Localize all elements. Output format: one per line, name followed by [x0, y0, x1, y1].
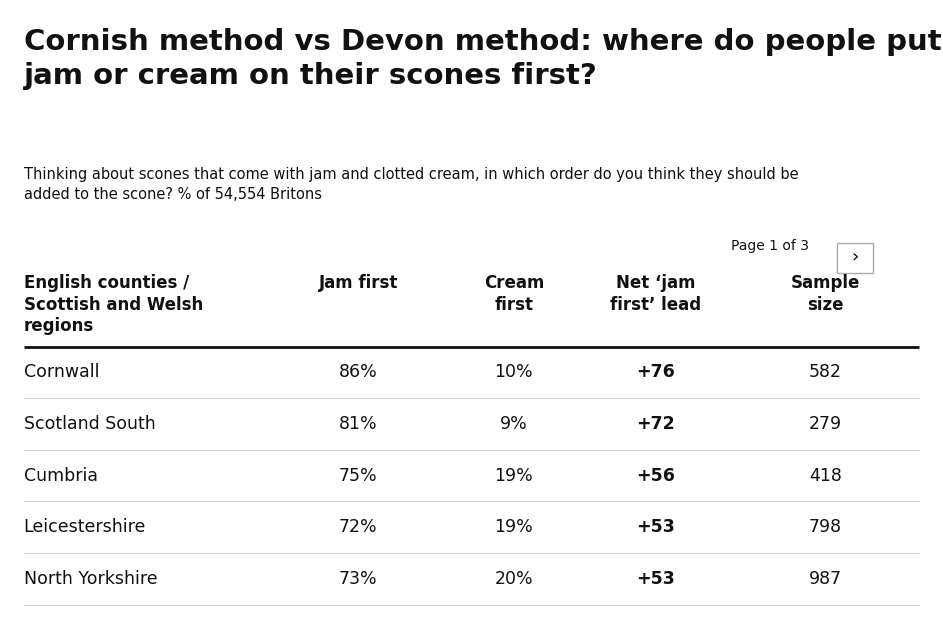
Text: Sample
size: Sample size	[790, 274, 860, 314]
Text: +53: +53	[636, 518, 675, 536]
Text: 582: 582	[809, 364, 841, 381]
Text: 418: 418	[809, 467, 841, 484]
Text: +76: +76	[636, 364, 675, 381]
Text: 72%: 72%	[339, 518, 377, 536]
Text: 19%: 19%	[494, 467, 534, 484]
Text: Scotland South: Scotland South	[24, 415, 156, 433]
Text: Cornwall: Cornwall	[24, 364, 99, 381]
Text: +56: +56	[636, 467, 675, 484]
Text: Cream
first: Cream first	[484, 274, 544, 314]
Text: +53: +53	[636, 570, 675, 588]
Text: 86%: 86%	[339, 364, 378, 381]
Text: 9%: 9%	[500, 415, 528, 433]
Text: 20%: 20%	[495, 570, 533, 588]
Text: 798: 798	[808, 518, 842, 536]
Text: Cornish method vs Devon method: where do people put
jam or cream on their scones: Cornish method vs Devon method: where do…	[24, 28, 941, 90]
Text: ›: ›	[852, 249, 859, 266]
Text: 19%: 19%	[494, 518, 534, 536]
Text: Thinking about scones that come with jam and clotted cream, in which order do yo: Thinking about scones that come with jam…	[24, 167, 798, 202]
Text: +72: +72	[636, 415, 675, 433]
Text: North Yorkshire: North Yorkshire	[24, 570, 157, 588]
Text: 279: 279	[808, 415, 842, 433]
Text: Jam first: Jam first	[319, 274, 398, 292]
Text: Leicestershire: Leicestershire	[24, 518, 146, 536]
Text: 987: 987	[808, 570, 842, 588]
Text: 81%: 81%	[339, 415, 377, 433]
Text: Net ‘jam
first’ lead: Net ‘jam first’ lead	[610, 274, 701, 314]
Text: English counties /
Scottish and Welsh
regions: English counties / Scottish and Welsh re…	[24, 274, 203, 335]
Text: Page 1 of 3: Page 1 of 3	[731, 239, 809, 253]
Text: Cumbria: Cumbria	[24, 467, 97, 484]
Text: 73%: 73%	[339, 570, 377, 588]
Text: 10%: 10%	[495, 364, 533, 381]
Text: 75%: 75%	[339, 467, 377, 484]
